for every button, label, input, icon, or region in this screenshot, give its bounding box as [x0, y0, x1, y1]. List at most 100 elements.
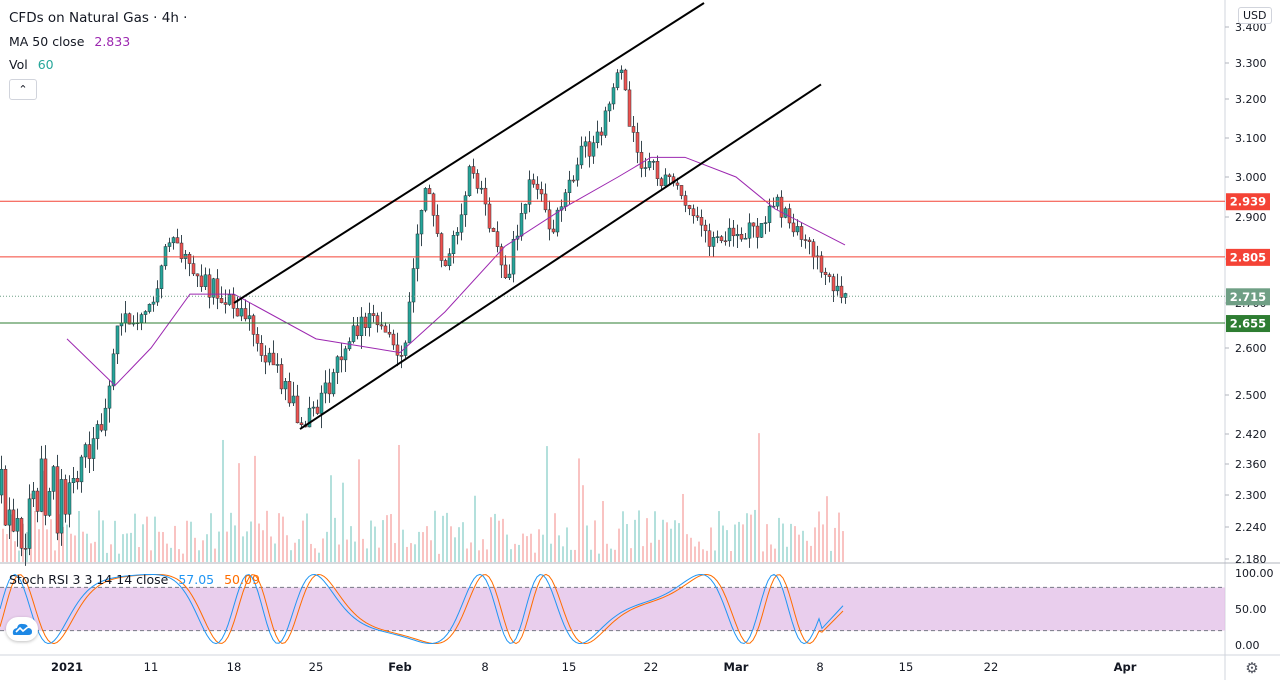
time-tick-label: Mar	[724, 660, 749, 674]
volume-bar	[622, 511, 624, 562]
volume-bar	[806, 540, 808, 562]
volume-bar	[474, 495, 476, 562]
volume-bar	[422, 532, 424, 562]
candle-body	[283, 381, 288, 390]
candle-body	[95, 424, 100, 439]
volume-bar	[462, 522, 464, 562]
candle-body	[3, 468, 8, 526]
candle-body	[187, 253, 192, 264]
candle-body	[243, 308, 248, 320]
candle-body	[387, 331, 392, 335]
volume-bar	[190, 521, 192, 562]
ma-value: 2.833	[94, 34, 131, 49]
collapse-legend-button[interactable]: ⌃	[9, 79, 37, 100]
volume-bar	[186, 520, 188, 562]
volume-bar	[54, 550, 56, 562]
time-tick-label: 15	[899, 660, 914, 674]
time-tick-label: Apr	[1114, 660, 1137, 674]
volume-bar	[646, 518, 648, 562]
candle-body	[483, 187, 488, 205]
vol-legend[interactable]: Vol 60	[9, 57, 60, 72]
candle-body	[811, 241, 816, 258]
candle-body	[747, 222, 752, 239]
candle-body	[423, 188, 428, 211]
stoch-band	[0, 587, 1225, 631]
candle-body	[107, 385, 112, 409]
volume-bar	[262, 530, 264, 562]
volume-bar	[198, 550, 200, 562]
chart-legend-title: CFDs on Natural Gas · 4h ·	[9, 10, 193, 26]
candle-body	[311, 406, 316, 409]
candle-body	[591, 142, 596, 157]
candle-body	[307, 407, 312, 428]
time-tick-label: 8	[816, 660, 823, 674]
candle-body	[35, 490, 40, 512]
volume-bar	[618, 528, 620, 562]
volume-bar	[78, 511, 80, 562]
volume-bar	[842, 531, 844, 562]
volume-bar	[110, 544, 112, 562]
candle-body	[531, 179, 536, 185]
volume-bar	[654, 511, 656, 562]
candle-body	[551, 228, 556, 233]
volume-bar	[838, 512, 840, 562]
volume-bar	[574, 549, 576, 562]
volume-bar	[518, 544, 520, 562]
volume-bar	[514, 543, 516, 562]
volume-bar	[510, 549, 512, 562]
candle-body	[443, 260, 448, 267]
stoch-tick-label: 100.00	[1235, 567, 1274, 580]
candle-body	[195, 273, 200, 277]
stoch-legend[interactable]: Stoch RSI 3 3 14 14 close 57.05 50.09	[9, 572, 266, 587]
volume-bar	[674, 520, 676, 562]
volume-bar	[334, 517, 336, 562]
volume-bar	[830, 550, 832, 562]
volume-bar	[34, 510, 36, 562]
volume-bar	[150, 550, 152, 562]
candle-body	[699, 217, 704, 226]
candle-body	[83, 444, 88, 458]
volume-bar	[602, 501, 604, 562]
candle-body	[567, 179, 572, 193]
candle-body	[11, 509, 16, 532]
gear-icon[interactable]: ⚙	[1245, 659, 1259, 677]
volume-bar	[590, 549, 592, 562]
candle-body	[759, 223, 764, 238]
candle-body	[295, 395, 300, 424]
candle-body	[447, 253, 452, 267]
candle-body	[679, 185, 684, 196]
currency-badge[interactable]: USD	[1238, 7, 1272, 24]
volume-bar	[74, 535, 76, 562]
candle-body	[823, 271, 828, 275]
tradingview-logo-icon[interactable]	[6, 617, 38, 641]
volume-bar	[154, 516, 156, 562]
price-level-label: 2.715	[1230, 290, 1266, 304]
candle-body	[315, 406, 320, 414]
candle-body	[155, 288, 160, 303]
candle-body	[743, 237, 748, 240]
volume-bar	[258, 523, 260, 562]
volume-bar	[782, 523, 784, 562]
candle-body	[0, 468, 4, 496]
volume-bar	[70, 533, 72, 562]
volume-bar	[182, 553, 184, 562]
volume-bar	[742, 524, 744, 562]
candle-body	[191, 263, 196, 275]
volume-bar	[638, 510, 640, 562]
symbol-title[interactable]: CFDs on Natural Gas · 4h ·	[9, 10, 188, 26]
volume-bar	[738, 521, 740, 562]
volume-bar	[502, 518, 504, 562]
volume-bar	[194, 537, 196, 562]
candle-body	[735, 233, 740, 237]
price-tick-label: 2.420	[1235, 428, 1267, 441]
ma-legend[interactable]: MA 50 close 2.833	[9, 34, 136, 49]
volume-bar	[366, 548, 368, 562]
time-tick-label: 8	[481, 660, 488, 674]
volume-bar	[702, 549, 704, 562]
candle-body	[227, 294, 232, 305]
candle-body	[19, 518, 24, 549]
candle-body	[199, 275, 204, 287]
candle-body	[383, 325, 388, 333]
volume-bar	[722, 525, 724, 562]
